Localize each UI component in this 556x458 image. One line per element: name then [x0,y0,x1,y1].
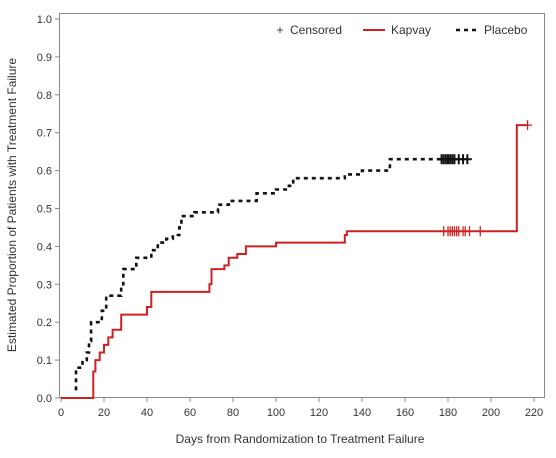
x-tick-label: 40 [141,407,153,419]
y-tick-label: 0.7 [37,128,52,140]
y-tick-label: 0.9 [37,52,52,64]
placebo-curve [74,157,444,391]
x-tick-label: 180 [439,407,457,419]
kapvay-censored-mark [465,226,474,237]
kapvay-censored-mark [523,120,533,131]
legend-marker: + [276,23,283,37]
legend-label: Kapvay [391,23,431,37]
x-tick-label: 80 [227,407,239,419]
kapvay-curve [61,124,528,399]
plot-frame [59,13,545,398]
y-axis: 0.0 0.1 0.2 0.3 0.4 0.5 0.6 0.7 0.8 0.9 1.0 [37,14,60,405]
x-tick-label: 120 [310,407,328,419]
kapvay-censored-mark [475,226,485,237]
y-tick-label: 0.5 [37,204,52,216]
x-tick-label: 0 [58,407,64,419]
x-axis: 0 20 40 60 80 100 120 140 160 180 200 220 [58,397,543,419]
legend-item: Placebo [456,23,528,37]
placebo-censored-mark [462,154,472,165]
y-tick-label: 0.4 [37,241,52,253]
legend-item: Kapvay [363,23,431,37]
legend-label: Placebo [484,23,528,37]
x-tick-label: 160 [396,407,414,419]
y-tick-label: 0.8 [37,90,52,102]
x-tick-label: 200 [482,407,500,419]
legend-label: Censored [290,23,342,37]
y-tick-label: 0.1 [37,355,52,367]
y-axis-label: Estimated Proportion of Patients with Tr… [5,58,19,352]
x-tick-label: 60 [184,407,196,419]
x-tick-label: 20 [98,407,110,419]
series-layer [61,120,533,399]
y-tick-label: 0.2 [37,317,52,329]
x-tick-label: 220 [525,407,543,419]
y-tick-label: 1.0 [37,14,52,26]
legend-item: + Censored [276,23,342,37]
y-tick-label: 0.0 [37,393,52,405]
x-tick-label: 140 [353,407,371,419]
y-tick-label: 0.6 [37,166,52,178]
y-tick-label: 0.3 [37,279,52,291]
x-tick-label: 100 [267,407,285,419]
x-axis-label: Days from Randomization to Treatment Fai… [176,432,425,446]
legend: + Censored Kapvay Placebo [276,23,527,37]
